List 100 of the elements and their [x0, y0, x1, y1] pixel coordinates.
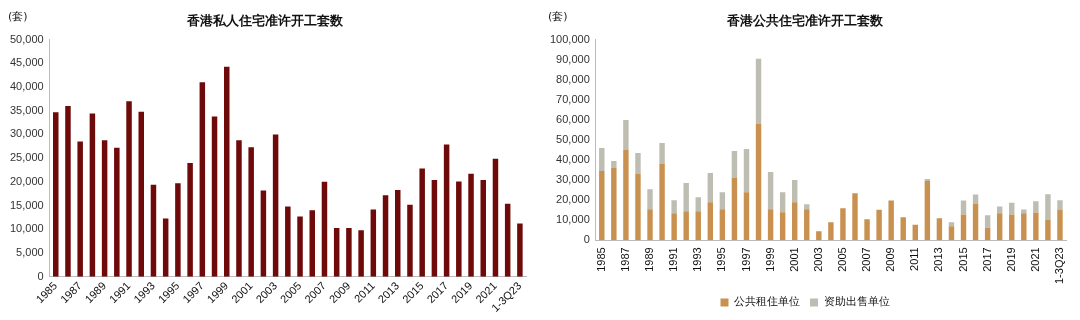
bar [719, 209, 726, 241]
x-tick-label: 2017 [980, 247, 993, 272]
bar [743, 192, 750, 241]
bar [297, 216, 303, 277]
y-tick-label: 25,000 [9, 151, 44, 164]
bar [804, 204, 810, 210]
bar [480, 179, 486, 277]
y-tick-label: 30,000 [9, 127, 44, 140]
bar [767, 209, 774, 241]
bar [224, 66, 230, 277]
x-tick-label: 1989 [643, 247, 656, 272]
bar [804, 209, 810, 241]
x-tick-label: 1985 [594, 247, 607, 272]
bar [960, 214, 967, 241]
bar [972, 203, 979, 241]
x-tick-label: 1999 [763, 247, 776, 272]
x-tick-label: 1991 [667, 247, 680, 272]
bar [924, 179, 931, 182]
bar [840, 208, 846, 241]
bar [443, 144, 450, 277]
x-tick-label: 2013 [932, 247, 945, 272]
bar [346, 227, 352, 277]
y-tick-label: 20,000 [556, 193, 590, 206]
bar [731, 178, 738, 241]
bar [1045, 194, 1051, 220]
bar [767, 172, 774, 210]
bar [419, 168, 425, 277]
bar [272, 134, 279, 277]
bar [199, 82, 206, 277]
bar [53, 112, 59, 277]
bar [517, 223, 523, 277]
bar [599, 147, 605, 172]
bar [647, 189, 653, 210]
bar [707, 202, 714, 241]
bar [114, 147, 120, 277]
bar [1009, 214, 1015, 241]
x-tick-label: 2009 [884, 247, 897, 272]
y-tick-label: 5,000 [16, 246, 44, 259]
bar [852, 193, 858, 241]
x-tick-label: 1987 [618, 247, 631, 272]
bar [1021, 209, 1027, 214]
bar [731, 150, 738, 179]
bar [743, 148, 750, 193]
bar [65, 105, 71, 277]
y-tick-label: 30,000 [556, 173, 590, 186]
y-tick-label: 50,000 [556, 132, 590, 145]
bar [683, 183, 689, 212]
bar [370, 209, 377, 277]
bar [792, 180, 798, 203]
y-tick-label: 45,000 [9, 56, 44, 69]
bar [647, 209, 653, 241]
x-tick-label: 2019 [1004, 247, 1017, 272]
bar [175, 183, 181, 277]
y-tick-label: 40,000 [9, 80, 44, 93]
bar [948, 222, 955, 227]
y-tick-label: 10,000 [556, 213, 590, 226]
y-tick-label: 40,000 [556, 153, 590, 166]
bar [1057, 200, 1063, 210]
y-tick-label: 80,000 [556, 72, 590, 85]
bar [504, 203, 511, 277]
bar [395, 189, 401, 277]
bar [407, 204, 413, 277]
x-tick-label: 2001 [787, 247, 800, 272]
bar [599, 171, 605, 241]
bar [900, 217, 906, 241]
x-tick-label: 1997 [739, 247, 752, 272]
legend-label: 公共租住单位 [734, 295, 800, 309]
bar [996, 213, 1003, 241]
bar [1033, 201, 1039, 213]
bar [635, 174, 641, 241]
bar [683, 211, 689, 241]
y-tick-label: 0 [583, 233, 590, 246]
y-tick-label: 20,000 [9, 174, 44, 187]
bar [948, 226, 955, 241]
bar [358, 230, 364, 277]
bar [635, 153, 641, 175]
bar [755, 123, 762, 241]
bar [468, 173, 474, 277]
bar [611, 168, 617, 241]
y-tick-label: 0 [37, 269, 44, 282]
bar [1033, 212, 1039, 241]
y-tick-label: 35,000 [9, 103, 44, 116]
x-tick-label: 2021 [1028, 247, 1041, 272]
bar [1009, 202, 1015, 215]
bar [101, 140, 108, 277]
bar [779, 192, 786, 213]
bar [309, 210, 315, 277]
bar [431, 179, 438, 277]
bar [888, 200, 894, 241]
bar [248, 147, 254, 277]
y-tick-label: 100,000 [550, 32, 590, 45]
bar [1057, 209, 1063, 241]
bar [89, 113, 96, 277]
x-tick-label: 1-3Q23 [1053, 247, 1065, 285]
bar [792, 202, 798, 241]
bar [623, 119, 629, 150]
bar [382, 195, 389, 277]
bar [321, 181, 328, 277]
bar [236, 140, 242, 277]
chart-title: 香港公共住宅准许开工套数 [726, 13, 884, 29]
